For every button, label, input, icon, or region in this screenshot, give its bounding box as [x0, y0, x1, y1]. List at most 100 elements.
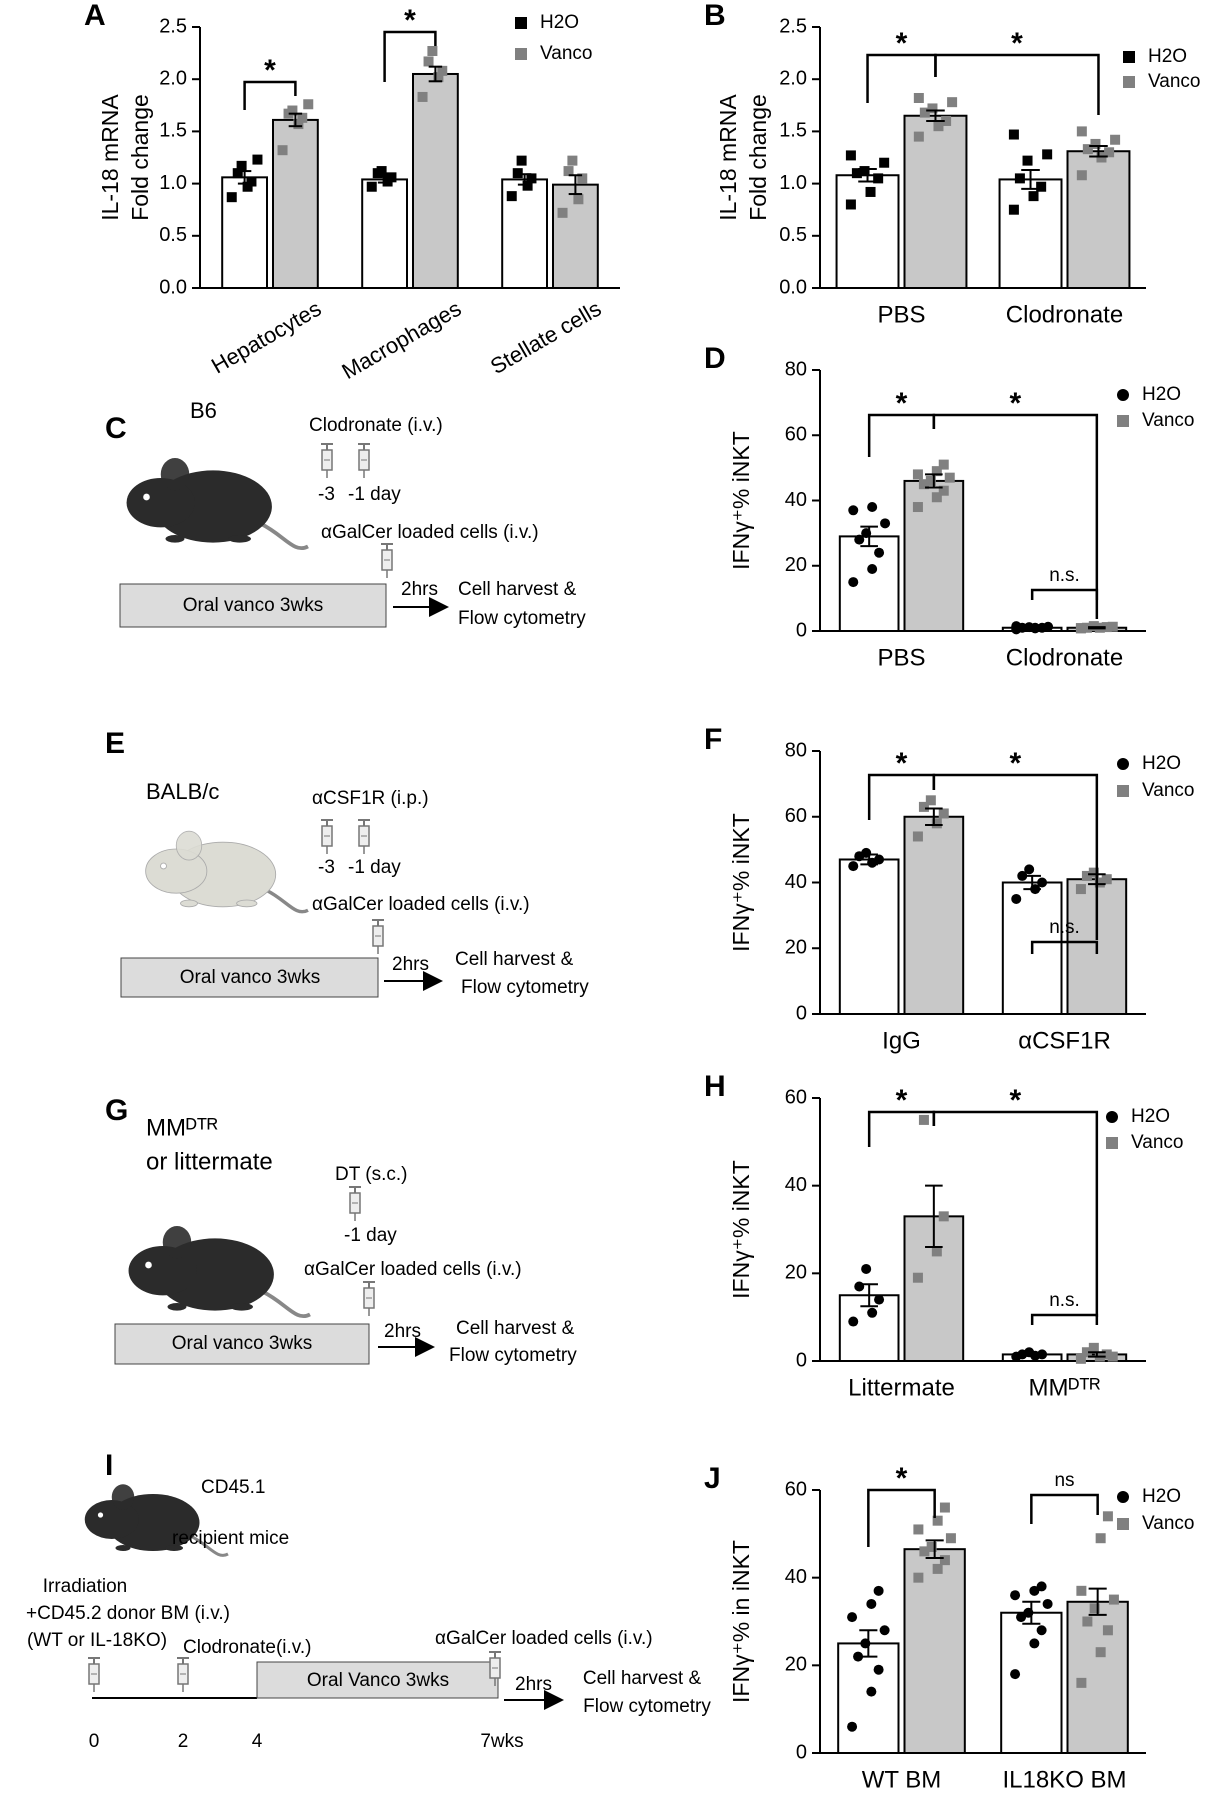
data-point — [874, 854, 885, 865]
treatment: Clodronate(i.v.) — [183, 1637, 311, 1658]
data-point — [1075, 623, 1086, 634]
legend-marker — [1117, 1491, 1129, 1503]
data-point — [859, 166, 870, 177]
legend-marker — [1117, 785, 1129, 797]
readout: Cell harvest & — [583, 1668, 702, 1689]
wait: 2hrs — [384, 1321, 421, 1342]
data-point — [866, 1598, 877, 1609]
data-point — [386, 172, 397, 183]
y-tick-label: 0 — [796, 1002, 807, 1024]
legend-marker — [1123, 51, 1135, 63]
significance-label: * — [404, 4, 416, 37]
bar — [903, 114, 968, 289]
step: +CD45.2 donor BM (i.v.) — [26, 1603, 230, 1624]
treatment-box — [119, 583, 387, 628]
legend-label: Vanco — [1142, 1513, 1194, 1534]
wait: 2hrs — [401, 579, 438, 600]
data-point — [879, 1625, 890, 1636]
significance-bracket — [1030, 1313, 1099, 1325]
panel-letter: G — [105, 1094, 128, 1127]
data-point — [1088, 1342, 1099, 1353]
injection: αGalCer loaded cells (i.v.) — [435, 1628, 653, 1649]
data-point — [246, 176, 257, 187]
readout: Flow cytometry — [461, 977, 589, 998]
significance-label: n.s. — [1049, 565, 1080, 586]
x-tick-label: IgG — [882, 1027, 921, 1054]
significance-label: * — [264, 54, 276, 87]
panel-letter: I — [105, 1449, 113, 1482]
data-point — [925, 795, 936, 806]
wait: 2hrs — [515, 1674, 552, 1695]
data-point — [297, 112, 308, 123]
data-point — [1017, 870, 1028, 881]
significance-bracket — [243, 80, 297, 110]
x-tick-label: MMᴰᵀᴿ — [1029, 1374, 1101, 1401]
data-point — [1081, 870, 1092, 881]
bar — [838, 535, 900, 633]
bar — [998, 178, 1063, 289]
readout: Flow cytometry — [458, 608, 586, 629]
data-point — [1082, 144, 1093, 155]
data-point — [913, 1572, 924, 1583]
data-point — [1008, 129, 1019, 140]
y-tick-label: 40 — [785, 871, 807, 893]
data-point — [941, 115, 952, 126]
data-point — [945, 1533, 956, 1544]
injection: αGalCer loaded cells (i.v.) — [312, 894, 530, 915]
data-point — [226, 192, 237, 203]
data-point — [433, 72, 444, 83]
data-point — [1076, 1585, 1087, 1596]
data-point — [573, 194, 584, 205]
day: -1 day — [344, 1225, 397, 1246]
legend-marker — [515, 17, 527, 29]
treatment: DT (s.c.) — [335, 1164, 407, 1185]
readout: Flow cytometry — [449, 1345, 577, 1366]
data-point — [526, 173, 537, 184]
significance-label: * — [896, 1462, 908, 1495]
y-tick-label: 60 — [785, 424, 807, 446]
data-point — [938, 1211, 949, 1222]
mouse — [124, 456, 310, 551]
significance-bracket — [867, 773, 936, 820]
bar — [361, 178, 409, 289]
significance-bracket — [1030, 1493, 1099, 1524]
data-point — [938, 485, 949, 496]
data-point — [577, 173, 588, 184]
legend-marker — [1123, 76, 1135, 88]
legend-label: Vanco — [540, 43, 592, 64]
data-point — [1096, 152, 1107, 163]
data-point — [287, 105, 298, 116]
data-point — [1101, 1349, 1112, 1360]
y-tick-label: 1.5 — [779, 120, 807, 142]
y-axis-label: Fold change — [127, 94, 153, 221]
legend-marker — [515, 48, 527, 60]
data-point — [437, 65, 448, 76]
significance-bracket — [383, 30, 437, 82]
significance-bracket — [932, 773, 1099, 940]
data-point — [563, 166, 574, 177]
significance-label: ns — [1054, 1470, 1074, 1491]
y-axis-label: IL-18 mRNA — [97, 94, 123, 221]
treatment-box — [114, 1323, 370, 1365]
strain: MMᴰᵀᴿ — [146, 1114, 218, 1141]
data-point — [1010, 1669, 1021, 1680]
data-point — [931, 492, 942, 503]
data-point — [944, 472, 955, 483]
data-point — [848, 505, 859, 516]
x-tick-label: WT BM — [862, 1766, 942, 1793]
data-point — [848, 1316, 859, 1327]
box-label: Oral vanco 3wks — [180, 967, 320, 988]
data-point — [853, 1651, 864, 1662]
syringe — [87, 1657, 101, 1693]
data-point — [1029, 1638, 1040, 1649]
data-point — [912, 469, 923, 480]
data-point — [845, 150, 856, 161]
data-point — [1081, 622, 1092, 633]
y-tick-label: 2.5 — [159, 15, 187, 37]
box-label: Oral vanco 3wks — [183, 595, 323, 616]
step: (WT or IL-18KO) — [27, 1630, 167, 1651]
y-tick-label: 0 — [796, 619, 807, 641]
panel-letter: A — [84, 0, 106, 32]
significance-label: * — [896, 387, 908, 420]
legend-label: H2O — [1131, 1106, 1170, 1127]
